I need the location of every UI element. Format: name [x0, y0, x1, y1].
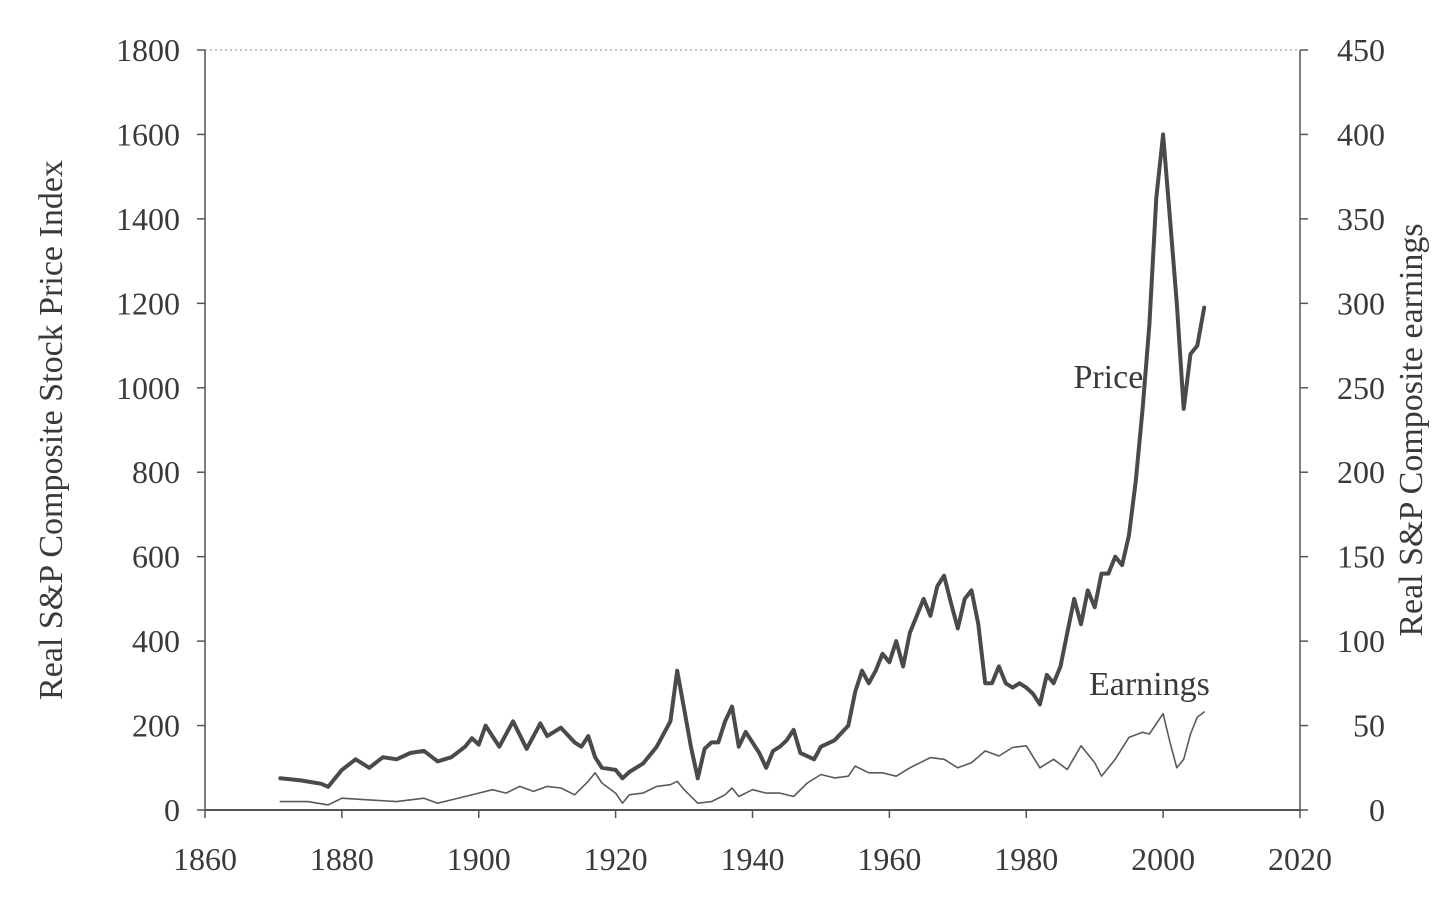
earnings-series-line — [279, 711, 1205, 806]
y-tick-label: 1000 — [116, 370, 180, 406]
y-tick-label: 1600 — [116, 116, 180, 152]
y-axis-right-title: Real S&P Composite earnings — [1393, 223, 1430, 636]
y-tick-label: 1400 — [116, 201, 180, 237]
y-tick-label: 0 — [164, 792, 180, 828]
x-tick-label: 1880 — [310, 841, 374, 877]
y2-tick-label: 50 — [1353, 708, 1385, 744]
y2-tick-label: 350 — [1337, 201, 1385, 237]
y-axis-right-ticks: 0 50 100 150 200 250 300 350 400 450 — [1300, 32, 1385, 828]
x-axis-ticks: 1860 1880 1900 1920 1940 1960 1980 2000 2020 — [173, 810, 1332, 877]
y-tick-label: 1800 — [116, 32, 180, 68]
y-tick-label: 800 — [132, 454, 180, 490]
y-tick-label: 600 — [132, 539, 180, 575]
y2-tick-label: 250 — [1337, 370, 1385, 406]
x-tick-label: 2000 — [1131, 841, 1195, 877]
x-tick-label: 2020 — [1268, 841, 1332, 877]
x-tick-label: 1980 — [994, 841, 1058, 877]
x-tick-label: 1860 — [173, 841, 237, 877]
y2-tick-label: 200 — [1337, 454, 1385, 490]
price-series-line — [278, 132, 1207, 789]
y-axis-left-title: Real S&P Composite Stock Price Index — [33, 160, 70, 700]
x-tick-label: 1960 — [857, 841, 921, 877]
price-series-label: Price — [1073, 359, 1143, 396]
x-tick-label: 1920 — [584, 841, 648, 877]
series-labels: Price Earnings — [1073, 359, 1209, 703]
y-tick-label: 200 — [132, 708, 180, 744]
y-axis-left-ticks: 0 200 400 600 800 1000 1200 1400 1600 1800 — [116, 32, 205, 828]
y2-tick-label: 0 — [1369, 792, 1385, 828]
y-tick-label: 400 — [132, 623, 180, 659]
y2-tick-label: 100 — [1337, 623, 1385, 659]
y2-tick-label: 450 — [1337, 32, 1385, 68]
x-tick-label: 1940 — [721, 841, 785, 877]
y-tick-label: 1200 — [116, 285, 180, 321]
y2-tick-label: 150 — [1337, 539, 1385, 575]
y2-tick-label: 400 — [1337, 116, 1385, 152]
series-layer — [278, 132, 1207, 806]
earnings-series-label: Earnings — [1089, 666, 1210, 703]
x-tick-label: 1900 — [447, 841, 511, 877]
y2-tick-label: 300 — [1337, 285, 1385, 321]
